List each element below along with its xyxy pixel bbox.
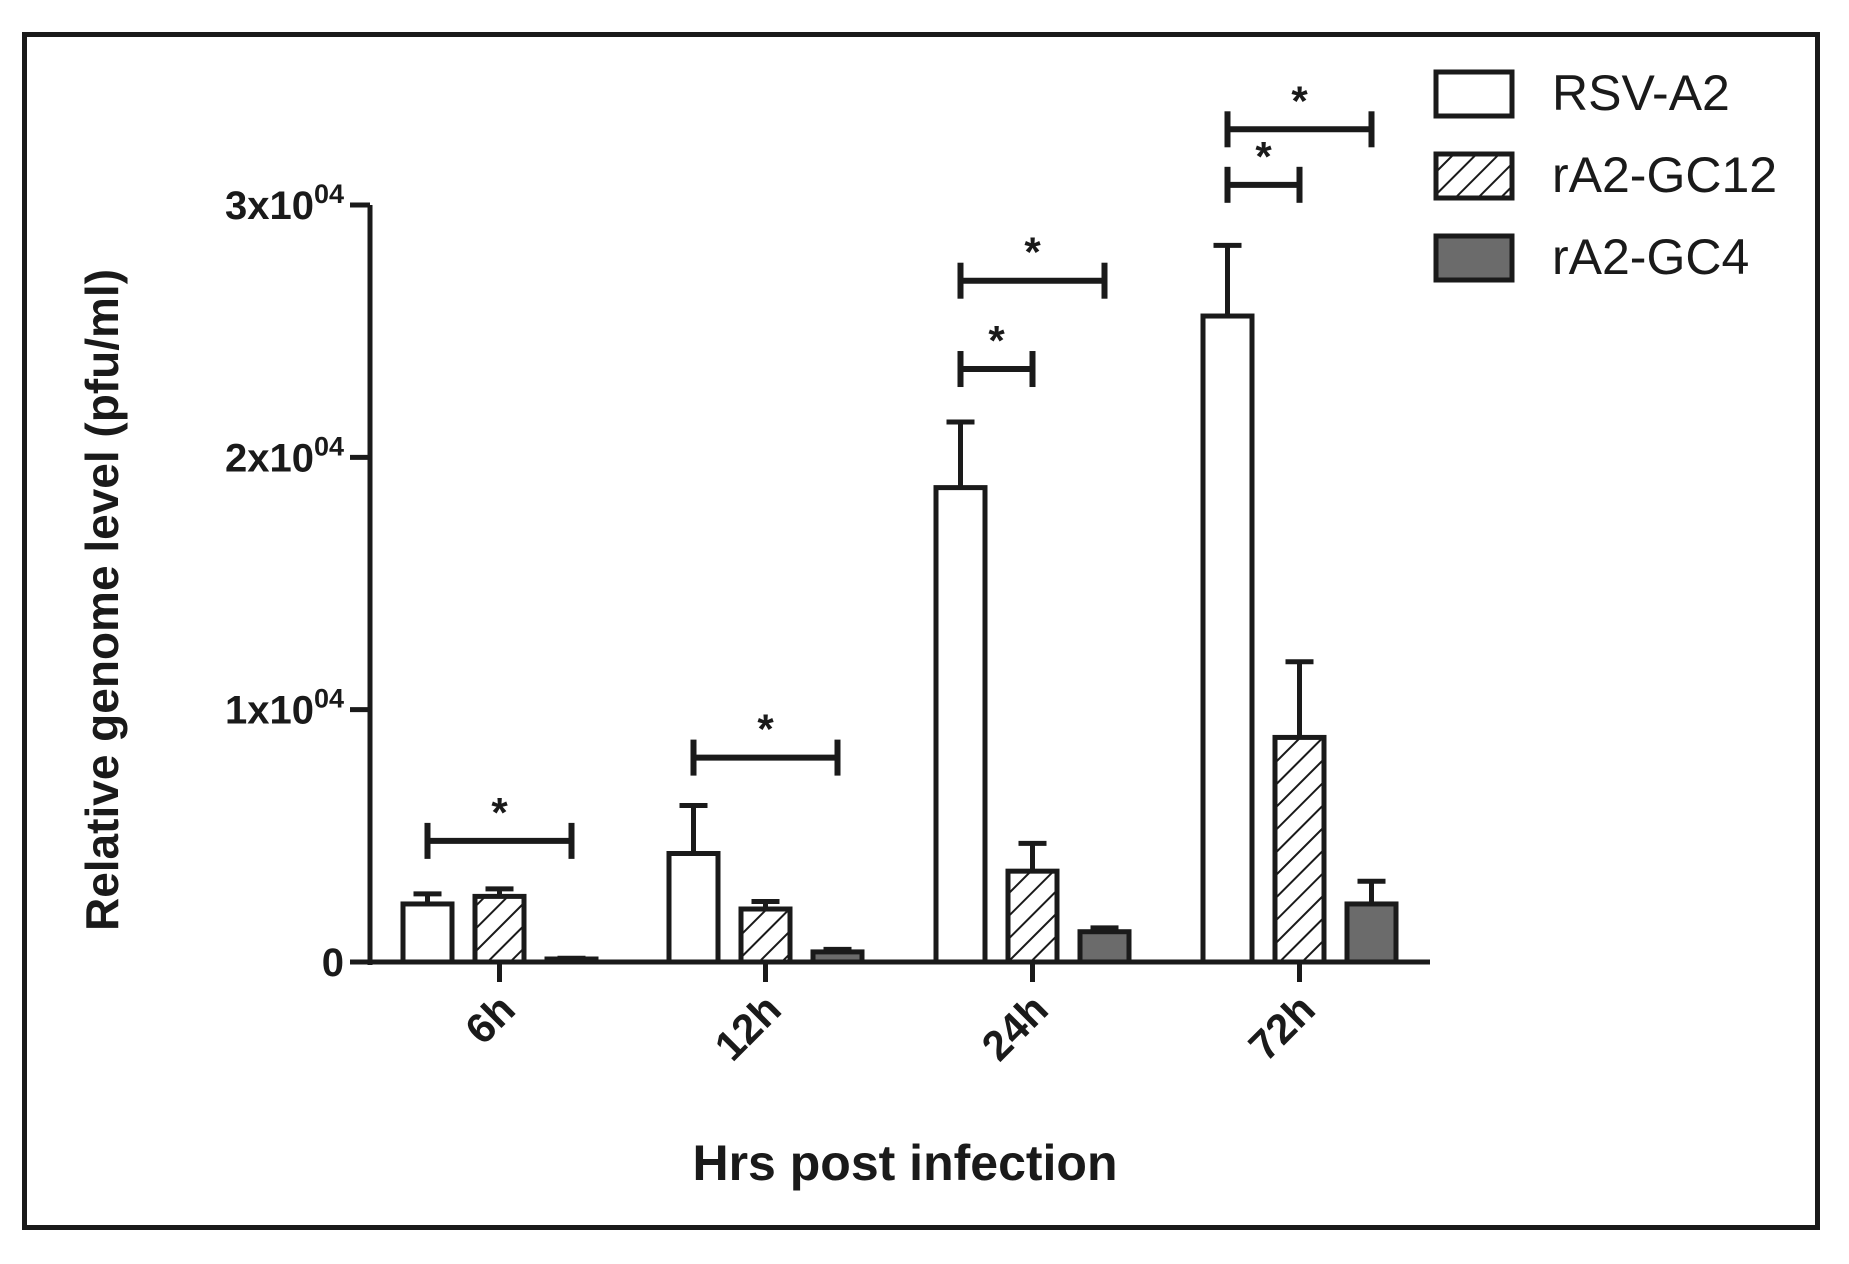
y-tick-label: 1x1004 <box>225 684 344 733</box>
bar-ra2-gc12 <box>472 893 527 965</box>
significance-star: * <box>1291 77 1308 124</box>
bar-rsv-a2 <box>1200 313 1255 965</box>
bar-rsv-a2 <box>933 485 988 965</box>
x-tick-label: 6h <box>456 985 524 1053</box>
significance-star: * <box>1255 133 1272 180</box>
bar-ra2-gc12 <box>1272 734 1327 965</box>
y-axis-label: Relative genome level (pfu/ml) <box>76 269 128 931</box>
x-axis-label: Hrs post infection <box>692 1135 1117 1191</box>
bar-ra2-gc12 <box>1005 868 1060 965</box>
significance-star: * <box>988 317 1005 364</box>
bar-rsv-a2 <box>666 850 721 965</box>
y-tick-label: 2x1004 <box>225 431 344 480</box>
x-tick-label: 24h <box>972 985 1056 1069</box>
bar-ra2-gc4 <box>1344 901 1399 965</box>
bar-ra2-gc4 <box>544 956 599 965</box>
x-tick-label: 72h <box>1239 985 1323 1069</box>
bar-ra2-gc4 <box>1077 929 1132 965</box>
chart-frame <box>22 32 1820 1230</box>
y-tick-label: 0 <box>322 941 344 985</box>
bar-ra2-gc12 <box>738 906 793 965</box>
bar-rsv-a2 <box>400 901 455 965</box>
legend-label-ra2-gc12: rA2-GC12 <box>1552 147 1777 203</box>
significance-star: * <box>1024 229 1041 276</box>
legend-swatch-ra2-gc4 <box>1433 233 1515 283</box>
legend-label-rsv-a2: RSV-A2 <box>1552 65 1730 121</box>
bar-ra2-gc4 <box>810 949 865 965</box>
legend-swatch-rsv-a2 <box>1433 69 1515 119</box>
significance-star: * <box>491 789 508 836</box>
significance-star: * <box>757 706 774 753</box>
y-tick-label: 3x1004 <box>225 179 344 228</box>
x-tick-label: 12h <box>705 985 789 1069</box>
legend-label-ra2-gc4: rA2-GC4 <box>1552 229 1749 285</box>
legend-swatch-ra2-gc12 <box>1433 151 1515 201</box>
